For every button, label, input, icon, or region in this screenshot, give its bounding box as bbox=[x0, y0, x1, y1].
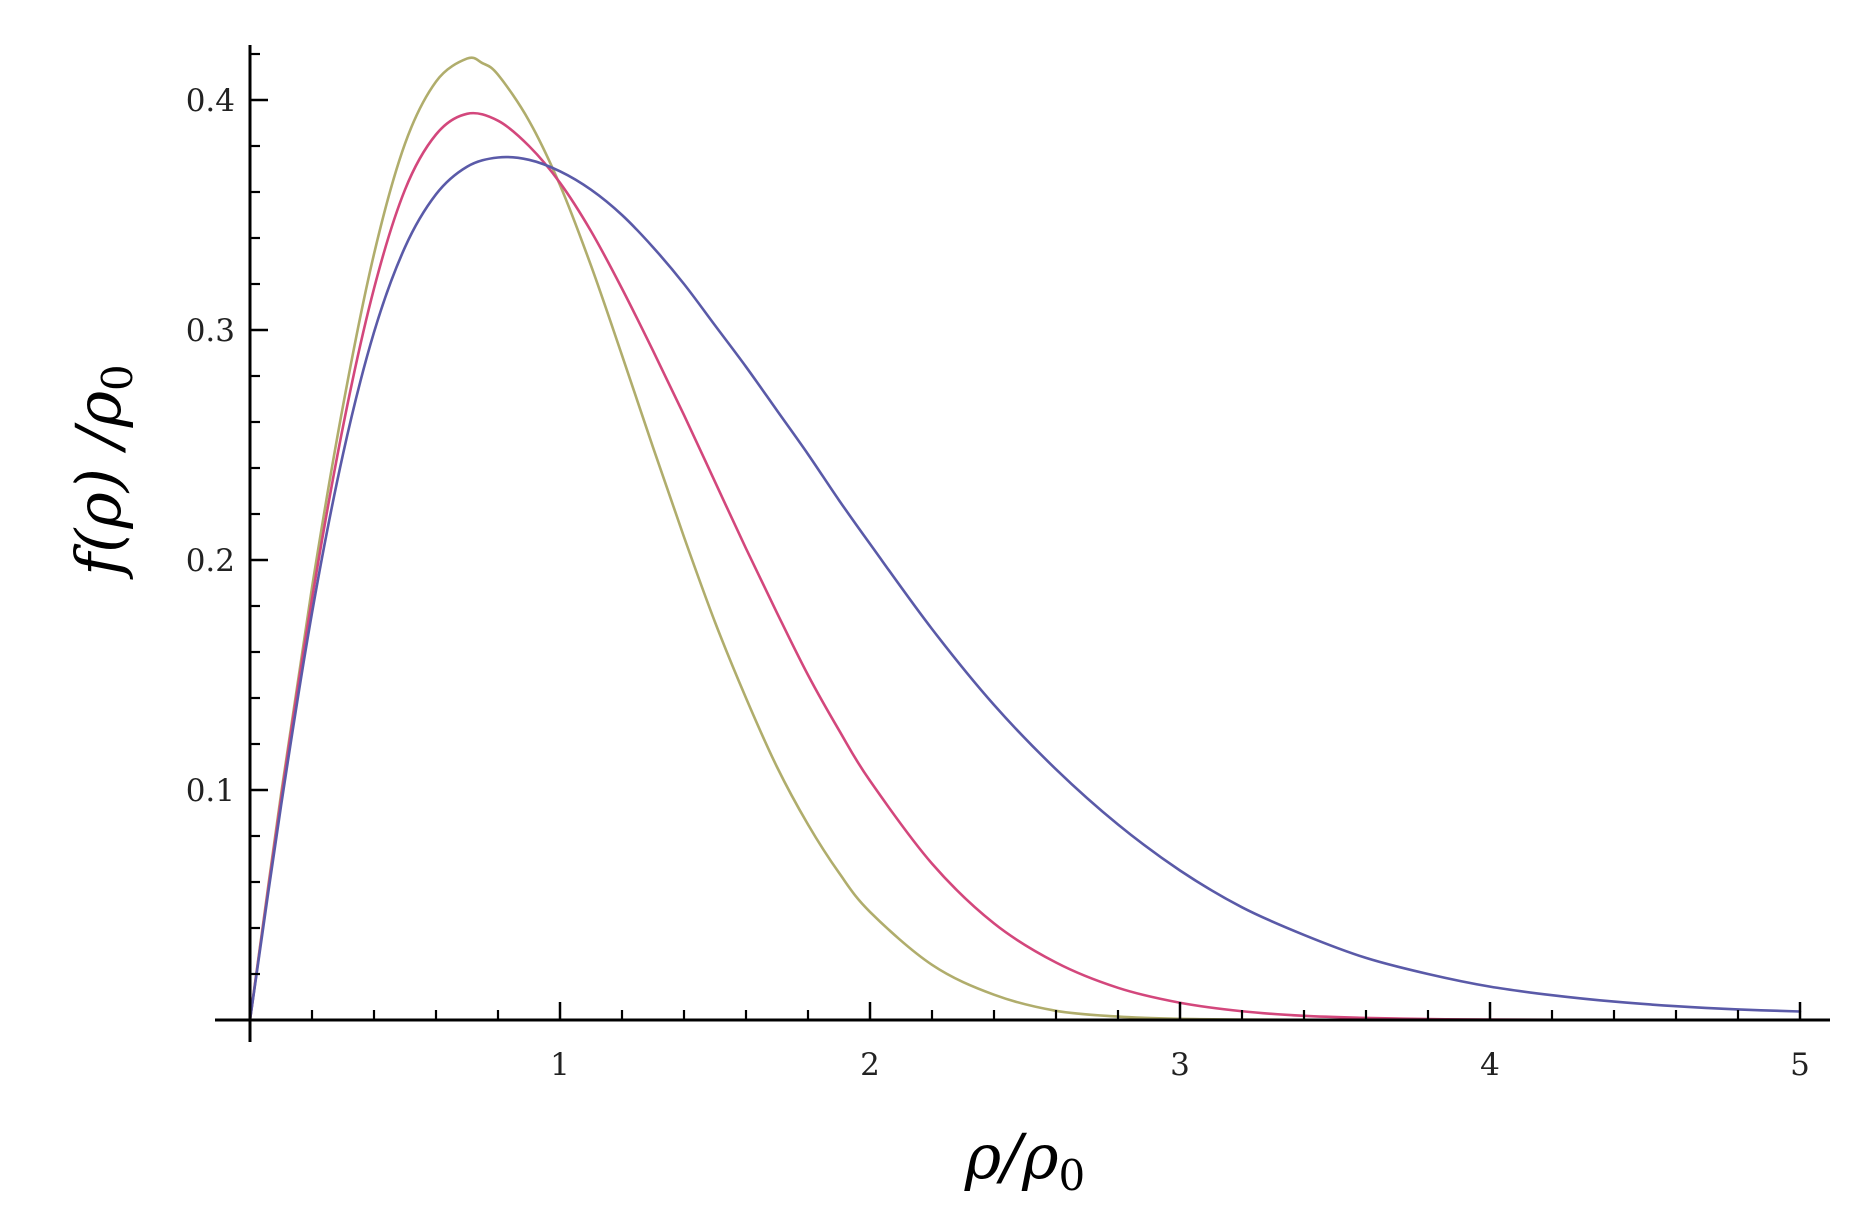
series-line-1 bbox=[248, 56, 1802, 1022]
series-line-3 bbox=[248, 155, 1802, 1022]
y-tick-label: 0.4 bbox=[186, 83, 235, 119]
series-line-2 bbox=[248, 111, 1802, 1022]
y-tick-label: 0.1 bbox=[186, 773, 235, 809]
y-axis-label: f(ρ) /ρ0 bbox=[62, 364, 142, 580]
x-tick-label: 3 bbox=[1170, 1047, 1190, 1083]
x-axis-label: ρ/ρ0 bbox=[964, 1120, 1086, 1200]
x-axis-label-subscript: 0 bbox=[1059, 1151, 1086, 1200]
series-layer bbox=[248, 56, 1802, 1022]
x-axis-label-main: ρ/ρ bbox=[964, 1120, 1059, 1193]
x-tick-label: 4 bbox=[1480, 1047, 1500, 1083]
axes-layer bbox=[215, 45, 1830, 1042]
labels-layer: 1 2 3 4 50.10.20.30.4ρ/ρ0f(ρ) /ρ0 bbox=[62, 83, 1810, 1200]
x-tick-label: 1 bbox=[550, 1047, 570, 1083]
y-axis-label-subscript: 0 bbox=[93, 364, 142, 391]
y-tick-label: 0.3 bbox=[186, 313, 235, 349]
y-axis-label-main: f(ρ) /ρ bbox=[62, 391, 135, 580]
x-tick-label: 2 bbox=[860, 1047, 880, 1083]
y-tick-label: 0.2 bbox=[186, 543, 235, 579]
x-tick-label: 5 bbox=[1790, 1047, 1810, 1083]
